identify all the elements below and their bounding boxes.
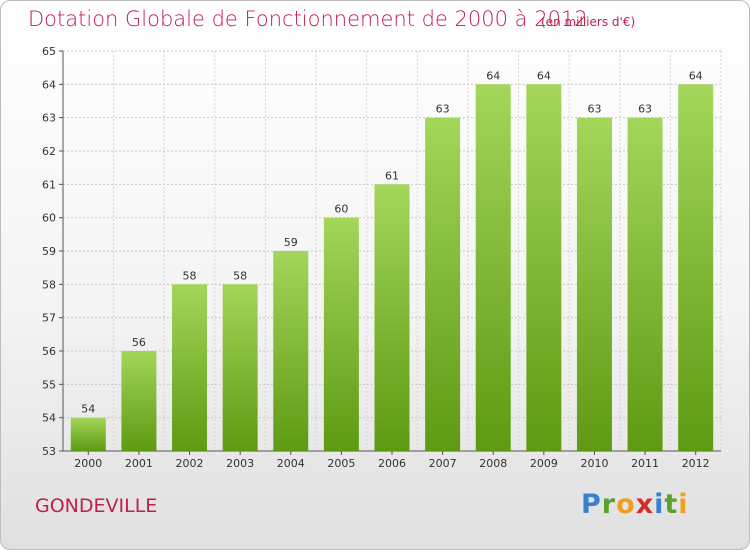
y-tick-label: 60 (42, 212, 56, 225)
bar-2003 (222, 284, 258, 451)
y-tick-label: 55 (42, 378, 56, 391)
value-label-2012: 64 (689, 69, 703, 82)
y-tick-label: 64 (42, 78, 56, 91)
bar-2002 (172, 284, 208, 451)
x-tick-label-2002: 2002 (176, 457, 204, 470)
value-label-2006: 61 (385, 169, 399, 182)
y-tick-label: 56 (42, 345, 56, 358)
value-label-2009: 64 (537, 69, 551, 82)
value-label-2005: 60 (334, 203, 348, 216)
chart-title: Dotation Globale de Fonctionnement de 20… (28, 7, 588, 31)
labels: 54 2000 56 2001 58 2002 58 2003 59 2004 60 2005 61 20… (74, 69, 709, 470)
value-label-2003: 58 (233, 269, 247, 282)
x-tick-label-2008: 2008 (479, 457, 507, 470)
place-name: GONDEVILLE (35, 495, 158, 517)
y-tick-label: 58 (42, 278, 56, 291)
y-tick-label: 57 (42, 312, 56, 325)
bar-2011 (627, 117, 663, 452)
y-tick-label: 54 (42, 412, 56, 425)
x-tick-label-2003: 2003 (226, 457, 254, 470)
proxiti-logo[interactable]: Proxiti (581, 489, 689, 520)
x-tick-label-2010: 2010 (580, 457, 608, 470)
value-label-2010: 63 (587, 103, 601, 116)
bar-2006 (374, 184, 410, 452)
x-tick-label-2000: 2000 (74, 457, 102, 470)
y-tick-label: 59 (42, 245, 56, 258)
x-tick-label-2012: 2012 (682, 457, 710, 470)
x-tick-label-2007: 2007 (429, 457, 457, 470)
bar-2009 (526, 84, 562, 451)
y-tick-label: 61 (42, 178, 56, 191)
value-label-2001: 56 (132, 336, 146, 349)
value-label-2007: 63 (436, 103, 450, 116)
bar-2008 (475, 84, 511, 451)
bar-2012 (678, 84, 714, 451)
y-tick-label: 62 (42, 145, 56, 158)
value-label-2008: 64 (486, 69, 500, 82)
value-label-2004: 59 (284, 236, 298, 249)
x-tick-label-2006: 2006 (378, 457, 406, 470)
y-tick-label: 53 (42, 445, 56, 458)
bar-2004 (273, 251, 309, 451)
x-tick-label-2001: 2001 (125, 457, 153, 470)
x-tick-label-2009: 2009 (530, 457, 558, 470)
bar-2000 (70, 417, 106, 451)
x-tick-label-2004: 2004 (277, 457, 305, 470)
value-label-2011: 63 (638, 103, 652, 116)
value-label-2000: 54 (81, 403, 95, 416)
value-label-2002: 58 (183, 269, 197, 282)
bar-2010 (576, 117, 612, 452)
bars (70, 84, 714, 452)
bar-2001 (121, 351, 157, 451)
bar-2005 (323, 217, 359, 451)
x-tick-label-2005: 2005 (327, 457, 355, 470)
chart-unit: (en milliers d'€) (541, 15, 636, 29)
y-tick-label: 65 (42, 45, 56, 58)
y-tick-label: 63 (42, 112, 56, 125)
x-tick-label-2011: 2011 (631, 457, 659, 470)
bar-2007 (425, 117, 461, 452)
